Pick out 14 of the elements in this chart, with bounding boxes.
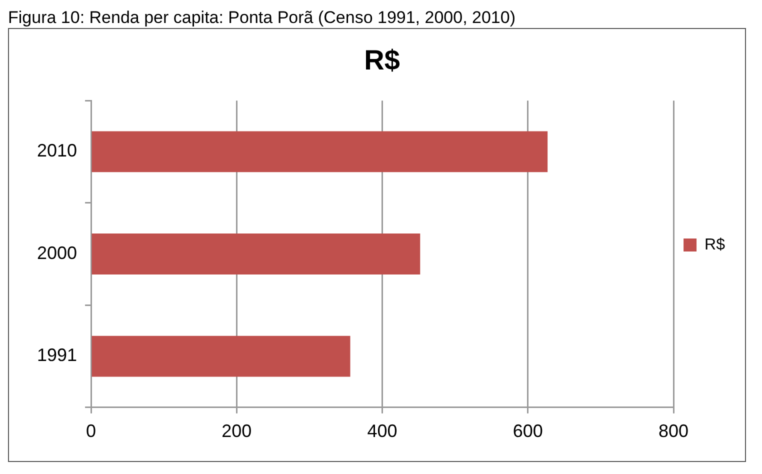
y-tick-label: 2010	[36, 140, 78, 161]
x-tick-label: 400	[367, 421, 398, 442]
bar	[92, 131, 548, 172]
x-tick-label: 600	[512, 421, 543, 442]
y-tick-label: 1991	[36, 345, 78, 366]
legend-label: R$	[704, 236, 726, 254]
y-tick-label: 2000	[36, 242, 78, 263]
x-tick-label: 800	[658, 421, 689, 442]
x-tick-label: 0	[86, 421, 96, 442]
x-tick-label: 200	[222, 421, 252, 442]
chart-subtitle: Figura 10: Renda per capita: Ponta Porã (Censo 1991, 2000, 2010)	[8, 8, 517, 28]
bar	[92, 234, 420, 274]
chart-title: R$	[364, 44, 400, 76]
bar	[92, 336, 350, 377]
